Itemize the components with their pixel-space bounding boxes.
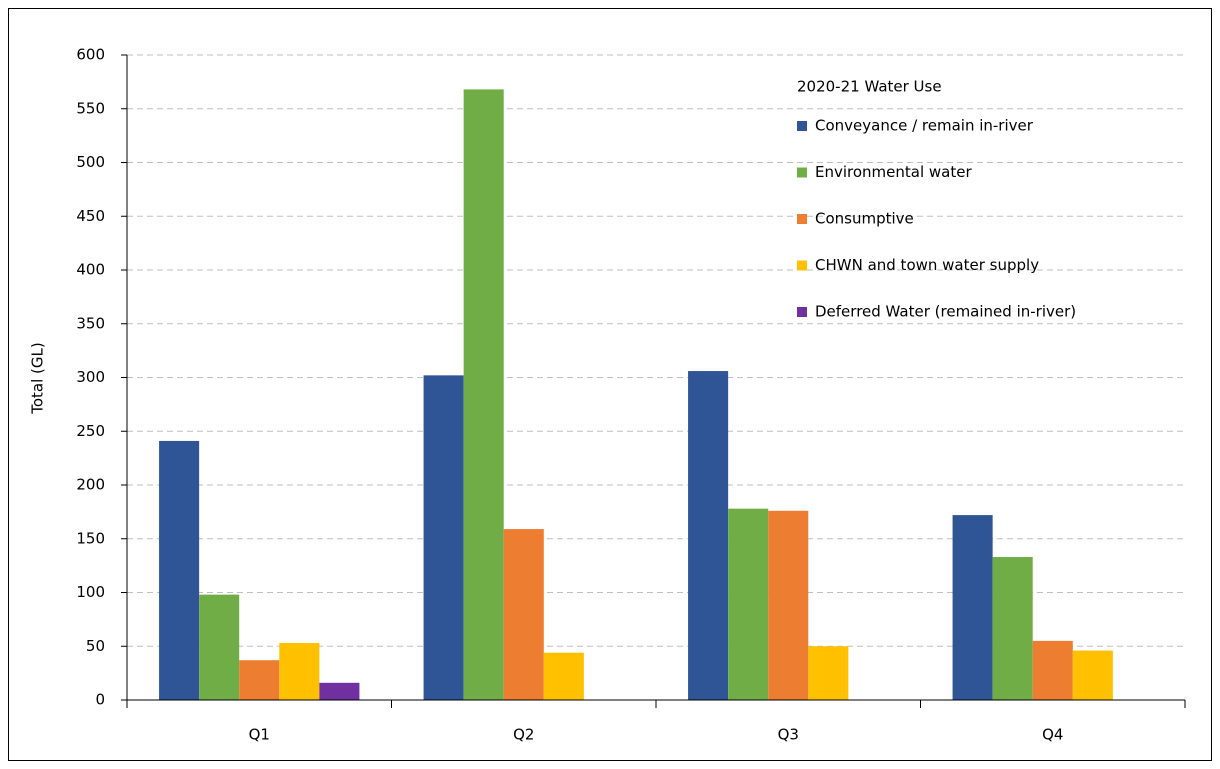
bar (543, 652, 584, 700)
bar (808, 646, 849, 700)
y-tick-label: 450 (76, 207, 105, 225)
legend-swatch (797, 121, 807, 131)
y-tick-label: 400 (76, 261, 105, 279)
bar (279, 643, 320, 700)
y-tick-label: 200 (76, 476, 105, 494)
bar (239, 660, 280, 700)
x-tick-label: Q4 (1042, 726, 1063, 744)
y-tick-label: 100 (76, 583, 105, 601)
y-tick-label: 350 (76, 314, 105, 332)
y-tick-label: 550 (76, 99, 105, 117)
legend-label: Deferred Water (remained in-river) (815, 303, 1076, 321)
legend-label: Conveyance / remain in-river (815, 117, 1034, 135)
bar (728, 508, 769, 700)
y-tick-label: 300 (76, 368, 105, 386)
bar (463, 89, 504, 700)
x-tick-label: Q1 (249, 726, 270, 744)
bar (159, 440, 200, 700)
y-tick-label: 150 (76, 529, 105, 547)
bar (503, 529, 544, 700)
x-tick-label: Q3 (778, 726, 799, 744)
bar (319, 682, 360, 700)
legend-label: CHWN and town water supply (815, 256, 1039, 274)
bar (1032, 640, 1073, 700)
bar (688, 371, 729, 700)
y-axis-label: Total (GL) (29, 342, 47, 414)
y-tick-label: 0 (95, 691, 105, 709)
y-tick-label: 50 (86, 637, 105, 655)
legend-swatch (797, 260, 807, 271)
bar (1072, 650, 1113, 700)
y-tick-label: 500 (76, 153, 105, 171)
x-tick-label: Q2 (513, 726, 534, 744)
bar (992, 557, 1033, 700)
legend-swatch (797, 214, 807, 224)
bar (423, 375, 464, 700)
bar (952, 515, 993, 700)
legend-label: Consumptive (815, 210, 914, 228)
legend-title: 2020-21 Water Use (797, 78, 942, 96)
y-tick-label: 250 (76, 422, 105, 440)
legend-swatch (797, 167, 807, 178)
bar (199, 594, 240, 700)
legend-swatch (797, 307, 807, 317)
legend-label: Environmental water (815, 163, 972, 181)
y-tick-label: 600 (76, 46, 105, 64)
bar (768, 510, 809, 700)
